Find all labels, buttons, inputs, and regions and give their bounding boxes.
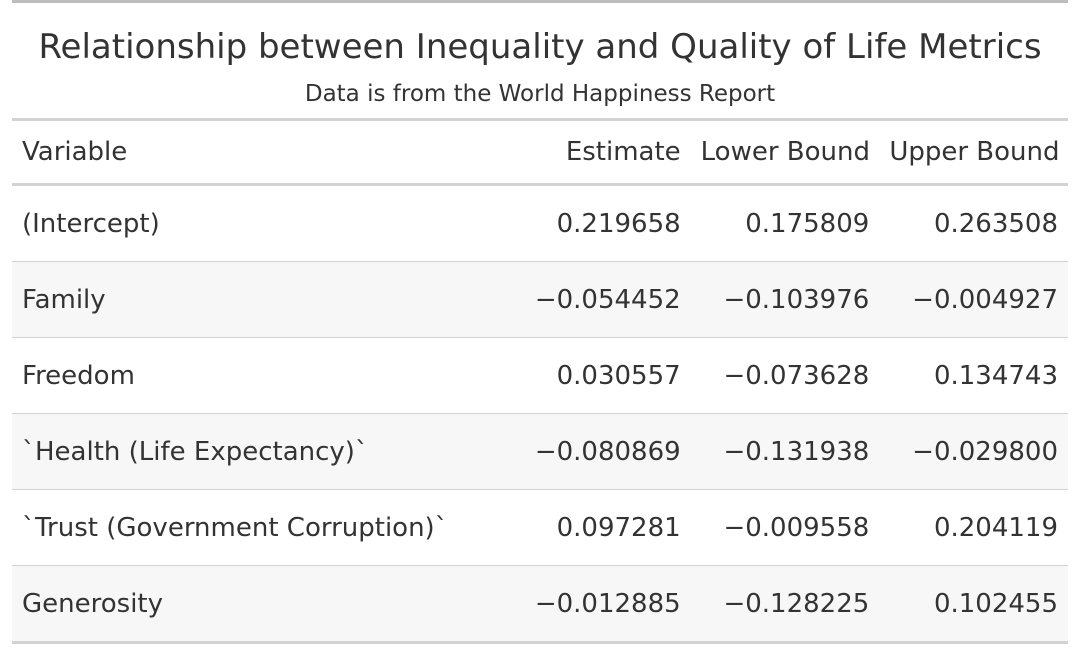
column-header-variable: Variable	[12, 121, 502, 186]
variable-cell: `Health (Life Expectancy)`	[12, 413, 502, 490]
title-divider	[12, 118, 1068, 121]
lower-bound-cell: −0.131938	[690, 413, 880, 490]
variable-cell: Freedom	[12, 337, 502, 414]
upper-bound-cell: −0.029800	[879, 413, 1068, 490]
estimate-cell: 0.030557	[502, 337, 691, 414]
upper-bound-cell: −0.004927	[879, 261, 1068, 338]
lower-bound-cell: −0.103976	[690, 261, 880, 338]
table-row: `Health (Life Expectancy)` −0.080869 −0.…	[12, 413, 1068, 490]
upper-bound-cell: 0.134743	[879, 337, 1068, 414]
regression-table-container: Relationship between Inequality and Qual…	[12, 0, 1068, 644]
regression-table: Variable Estimate Lower Bound Upper Boun…	[12, 121, 1068, 644]
lower-bound-cell: 0.175809	[690, 184, 880, 262]
variable-cell: (Intercept)	[12, 184, 502, 262]
column-header-lower-bound: Lower Bound	[690, 121, 880, 186]
variable-cell: Family	[12, 261, 502, 338]
column-header-upper-bound: Upper Bound	[879, 121, 1068, 186]
table-row: Generosity −0.012885 −0.128225 0.102455	[12, 565, 1068, 644]
table-subtitle: Data is from the World Happiness Report	[304, 81, 776, 107]
table-row: (Intercept) 0.219658 0.175809 0.263508	[12, 184, 1068, 262]
lower-bound-cell: −0.009558	[690, 489, 880, 566]
table-title: Relationship between Inequality and Qual…	[38, 27, 1042, 67]
table-row: Freedom 0.030557 −0.073628 0.134743	[12, 337, 1068, 414]
variable-cell: Generosity	[12, 565, 502, 644]
upper-bound-cell: 0.102455	[879, 565, 1068, 644]
estimate-cell: −0.080869	[502, 413, 691, 490]
table-row: `Trust (Government Corruption)` 0.097281…	[12, 489, 1068, 566]
estimate-cell: −0.012885	[502, 565, 691, 644]
column-header-estimate: Estimate	[502, 121, 691, 186]
upper-bound-cell: 0.263508	[879, 184, 1068, 262]
estimate-cell: −0.054452	[502, 261, 691, 338]
estimate-cell: 0.219658	[502, 184, 691, 262]
variable-cell: `Trust (Government Corruption)`	[12, 489, 502, 566]
lower-bound-cell: −0.073628	[690, 337, 880, 414]
lower-bound-cell: −0.128225	[690, 565, 880, 644]
top-rule	[12, 0, 1068, 3]
estimate-cell: 0.097281	[502, 489, 691, 566]
table-row: Family −0.054452 −0.103976 −0.004927	[12, 261, 1068, 338]
upper-bound-cell: 0.204119	[879, 489, 1068, 566]
header-row: Variable Estimate Lower Bound Upper Boun…	[12, 121, 1068, 186]
